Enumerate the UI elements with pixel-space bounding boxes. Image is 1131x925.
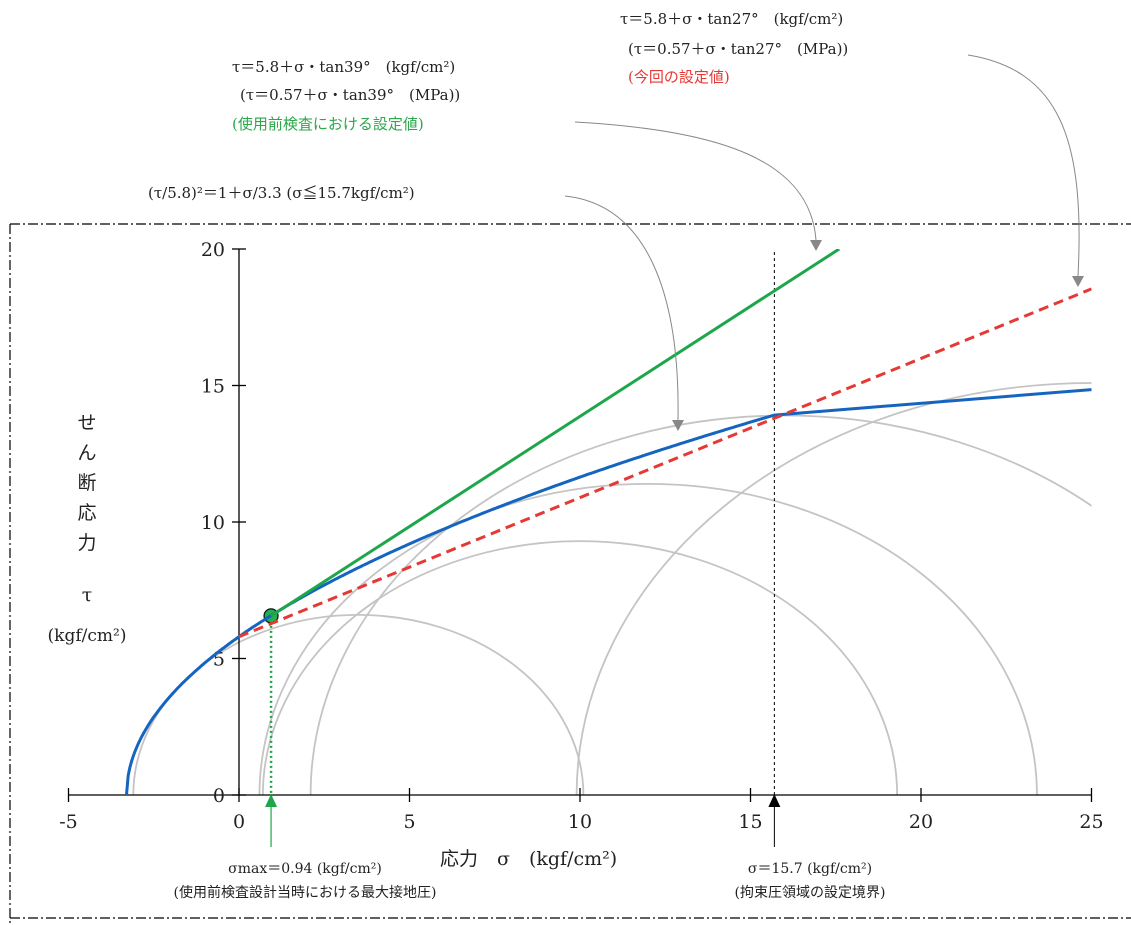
mohr-circle-2 <box>261 540 899 795</box>
series-layer <box>125 249 1092 795</box>
mohr-circle-4 <box>309 414 1092 795</box>
arrow-tan27-head <box>1072 276 1084 287</box>
arrow-tan39-head <box>810 240 822 251</box>
annotation-tan39-line2: (τ＝0.57＋σ・tan39° (MPa)) <box>240 86 461 104</box>
y-tick-label-4: 20 <box>201 239 225 261</box>
series-line-2 <box>270 249 841 618</box>
mohr-circles <box>132 381 1092 795</box>
y-tick-label-3: 15 <box>201 376 225 398</box>
x-tick-label-4: 15 <box>738 811 762 833</box>
y-tick-label-2: 10 <box>201 512 225 534</box>
mohr-circle-1 <box>132 613 585 795</box>
annotation-tan27-line1: τ＝5.8＋σ・tan27° (kgf/cm²) <box>620 10 844 28</box>
arrow-envelope-curve <box>564 195 679 421</box>
x-axis-label: 応力 σ (kgf/cm²) <box>440 848 618 870</box>
x-tick-label-3: 10 <box>568 811 592 833</box>
y-label-char-3: 断 <box>77 472 97 494</box>
arrow-tan39-curve <box>574 121 817 241</box>
arrow-envelope-head <box>672 420 684 431</box>
y-axis-label: せ ん 断 応 力 τ (kgf/cm²) <box>32 408 142 648</box>
annotation-tan27-line2: (τ＝0.57＋σ・tan27° (MPa)) <box>628 40 849 58</box>
x-tick-label-0: -5 <box>59 811 78 833</box>
annotation-arrows <box>564 54 1084 431</box>
boundary-caption: (拘束圧領域の設定境界) <box>734 885 886 901</box>
boundary-arrow <box>768 794 781 807</box>
annotation-tan39-line1: τ＝5.8＋σ・tan39° (kgf/cm²) <box>232 58 456 76</box>
annotation-tan39-line3: (使用前検査における設定値) <box>232 115 424 133</box>
y-label-char-1: せ <box>77 412 97 434</box>
series-line-1 <box>125 388 1092 795</box>
sigma-max-caption: (使用前検査設計当時における最大接地圧) <box>173 885 437 901</box>
series-line-3 <box>238 287 1092 639</box>
mohr-circle-5 <box>575 381 1092 795</box>
y-label-unit: (kgf/cm²) <box>47 626 127 646</box>
sigma-max-label: σmax＝0.94 (kgf/cm²) <box>228 861 382 877</box>
annotation-envelope: (τ/5.8)²＝1＋σ/3.3 (σ≦15.7kgf/cm²) <box>148 184 415 202</box>
x-tick-label-5: 20 <box>909 811 933 833</box>
y-label-char-5: 力 <box>77 532 97 554</box>
arrow-tan27-curve <box>967 54 1080 277</box>
mohr-circle-3 <box>258 482 1038 795</box>
sigma-max-arrow <box>265 794 278 807</box>
y-label-char-2: ん <box>77 442 97 464</box>
boundary-label: σ＝15.7 (kgf/cm²) <box>747 861 873 877</box>
figure-frame <box>9 223 1131 925</box>
y-label-symbol: τ <box>81 584 93 606</box>
x-tick-label-2: 5 <box>403 811 415 833</box>
x-tick-label-6: 25 <box>1079 811 1103 833</box>
x-tick-label-1: 0 <box>233 811 245 833</box>
annotation-tan27-line3: (今回の設定値) <box>628 68 730 86</box>
y-tick-label-0: 0 <box>213 785 225 807</box>
y-label-char-4: 応 <box>77 502 97 524</box>
